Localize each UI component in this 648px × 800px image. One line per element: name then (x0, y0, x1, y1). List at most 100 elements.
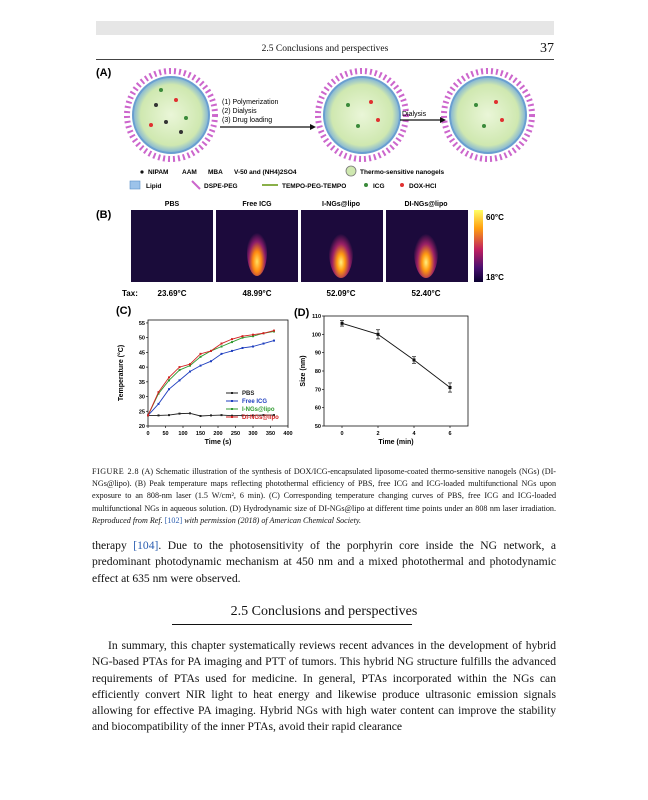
data-point (412, 358, 416, 362)
legend-mba: MBA (208, 169, 223, 176)
data-point (178, 379, 181, 382)
data-point (199, 352, 202, 355)
caption-permission: with permission (2018) of American Chemi… (184, 515, 362, 525)
group-label-i-ngs: I-NGs@lipo (322, 201, 360, 208)
data-point (157, 414, 160, 417)
legend-lipid: Lipid (146, 183, 162, 190)
data-point (147, 414, 149, 417)
data-point (241, 414, 244, 417)
group-label-pbs: PBS (165, 201, 180, 208)
x-tick-label: 300 (248, 431, 257, 437)
header-rule (96, 59, 554, 60)
para1-lead: therapy (92, 539, 127, 552)
data-point (189, 412, 191, 415)
running-head: 2.5 Conclusions and perspectives 37 (96, 41, 554, 58)
data-point (168, 379, 170, 382)
data-point (178, 412, 181, 415)
legend-label-2: I-NGs@lipo (242, 407, 275, 413)
tmax-row: Tax: 23.69°C 48.99°C 52.09°C 52.40°C (122, 289, 441, 298)
chart-d: 0 2 4 6 50 60 70 80 90 100 110 Time (min) Size (nm) (300, 314, 469, 446)
data-point (157, 391, 160, 394)
x-tick-label: 100 (178, 431, 187, 437)
y-tick-label: 100 (312, 332, 321, 338)
data-point (157, 402, 160, 405)
tmax-pbs: 23.69°C (158, 289, 187, 298)
arrow-2-head-icon (440, 117, 446, 123)
arrow-1-head-icon (310, 124, 316, 130)
y-tick-label: 35 (139, 380, 145, 386)
legend-row-1: NIPAM AAM MBA V-50 and (NH4)2SO4 Thermo-… (140, 165, 445, 177)
data-point (220, 352, 223, 355)
x-tick-label: 4 (412, 431, 416, 437)
data-point (448, 386, 452, 389)
x-tick-label: 200 (213, 431, 222, 437)
data-point (262, 332, 265, 335)
x-axis-label: Time (s) (205, 439, 232, 446)
panel-d-label: (D) (294, 307, 310, 319)
data-point (210, 349, 212, 352)
chart-c: 0 50 100 150 200 250 300 350 400 20 25 30 35 40 45 50 55… (117, 319, 293, 446)
nanogel-left-icon (124, 68, 218, 162)
data-point (199, 355, 202, 358)
x-tick-label: 400 (283, 431, 292, 437)
y-tick-label: 25 (139, 409, 145, 415)
thermal-map-pbs (131, 210, 213, 282)
x-tick-label: 250 (231, 431, 240, 437)
figure-caption: FIGURE 2.8 (A) Schematic illustration of… (92, 466, 556, 527)
section-rule (172, 624, 412, 625)
data-point (231, 349, 233, 352)
legend-nanogels: Thermo-sensitive nanogels (360, 169, 445, 176)
x-tick-label: 150 (196, 431, 205, 437)
scale-max-label: 60°C (486, 213, 504, 222)
dspe-peg-icon (191, 180, 201, 190)
data-point (231, 414, 233, 417)
nanogel-legend-icon (345, 165, 357, 177)
caption-ref-link[interactable]: [102] (164, 515, 183, 525)
y-tick-label: 30 (139, 395, 145, 401)
y-tick-label: 50 (139, 336, 145, 342)
data-point (252, 335, 254, 338)
legend-label-3: DI-NGs@lipo (242, 415, 279, 421)
lipid-icon (129, 180, 141, 190)
data-point (273, 339, 275, 342)
ref-link-104[interactable]: [104] (133, 539, 159, 552)
tax-label: Tax: (122, 289, 138, 298)
y-tick-label: 60 (315, 406, 321, 412)
step-1-text: (1) Polymerization (222, 99, 279, 106)
x-tick-label: 50 (162, 431, 168, 437)
y-tick-label: 90 (315, 351, 321, 357)
step-3-text: (3) Drug loading (222, 117, 272, 124)
y-tick-label: 55 (139, 321, 145, 327)
legend-row-2: Lipid DSPE-PEG TEMPO-PEG-TEMPO ICG DOX-H… (129, 180, 437, 190)
legend-tempo: TEMPO-PEG-TEMPO (282, 183, 346, 190)
page-number: 37 (540, 41, 554, 56)
data-point (220, 414, 223, 417)
heat-spot-free-icg (247, 228, 267, 276)
legend-label-1: Free ICG (242, 399, 267, 405)
legend-dox: DOX-HCl (409, 183, 437, 190)
legend-icg: ICG (373, 183, 385, 190)
legend-marker-3 (231, 416, 233, 418)
legend-marker-2 (231, 408, 233, 410)
data-point (168, 388, 170, 391)
paragraph-2: In summary, this chapter systematically … (92, 639, 556, 734)
data-point (199, 414, 202, 417)
data-point (252, 333, 254, 336)
data-point (189, 370, 191, 373)
data-point (168, 376, 170, 379)
y-tick-label: 110 (312, 314, 321, 320)
group-label-free-icg: Free ICG (242, 201, 272, 208)
y-tick-label: 45 (139, 350, 145, 356)
heat-spot-di-ngs (414, 226, 438, 278)
nanogel-middle-icon (315, 68, 409, 162)
data-point (252, 414, 254, 417)
nanogel-right-icon (441, 68, 535, 162)
figure-2-8: (A) (1) Polymerization (2) Dialysis (3) … (96, 60, 554, 460)
data-point (262, 414, 265, 417)
legend-marker-0 (231, 392, 233, 394)
y-axis-label: Temperature (°C) (117, 345, 125, 401)
data-point (168, 414, 170, 417)
x-tick-label: 2 (376, 431, 379, 437)
y-tick-label: 20 (139, 424, 145, 430)
x-tick-label: 6 (448, 431, 451, 437)
